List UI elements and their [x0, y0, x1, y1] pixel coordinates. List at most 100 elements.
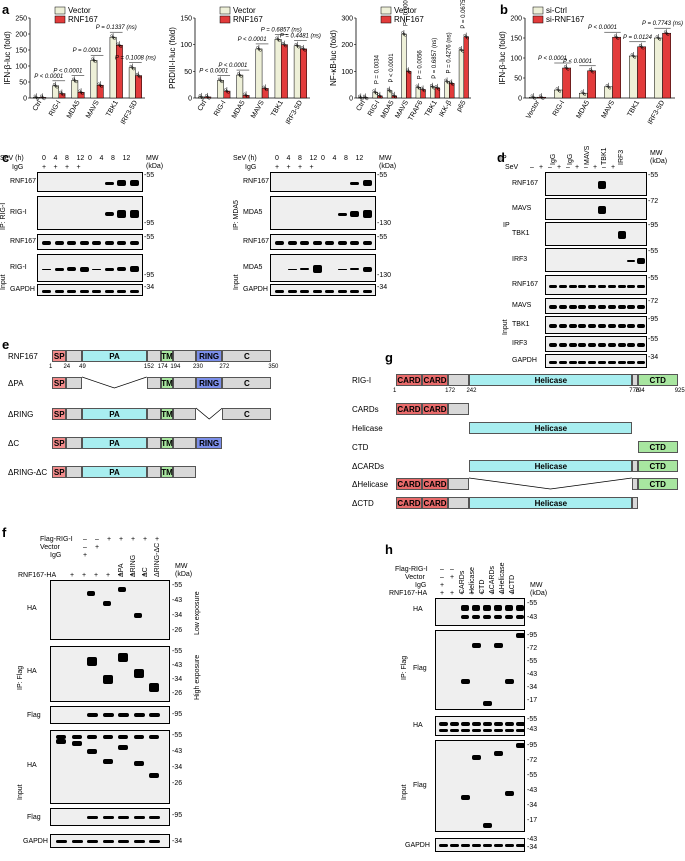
category-label: MDA5: [575, 99, 591, 119]
input-label: Input: [17, 784, 24, 800]
domain-grey: [173, 377, 196, 389]
p-value: P < 0.0001: [199, 68, 228, 74]
position-label: 24: [63, 364, 71, 370]
mw-value: -55: [144, 234, 155, 241]
rnf-sign: +: [130, 572, 135, 579]
y-axis-label: PRDIII-I-luc (fold): [168, 27, 177, 89]
bar: [662, 32, 671, 99]
domain-grey: [448, 403, 470, 415]
data-point: [452, 83, 455, 87]
band: [472, 755, 481, 760]
band: [79, 289, 89, 293]
category-label: MDA5: [231, 99, 247, 119]
vector-sign: +: [450, 574, 455, 581]
domain-helicase: Helicase: [469, 497, 633, 509]
band: [568, 343, 577, 347]
mw-value: -17: [527, 697, 538, 704]
mw-value: -34: [527, 684, 538, 691]
position-label: 230: [192, 364, 203, 370]
domain-grey: [66, 350, 83, 362]
data-point: [633, 56, 637, 59]
bar: [281, 44, 288, 99]
igg-sign: +: [440, 582, 445, 589]
domain-grey: [632, 460, 638, 472]
band: [117, 210, 126, 218]
data-point: [132, 67, 135, 71]
side-input: Input: [502, 319, 509, 335]
data-point: [276, 38, 280, 41]
bar: [654, 37, 663, 99]
band: [494, 722, 503, 726]
band: [87, 816, 98, 819]
flag-sign: +: [131, 536, 136, 543]
band: [133, 735, 144, 739]
data-point: [655, 35, 659, 38]
data-point: [283, 43, 286, 46]
band: [494, 643, 503, 648]
data-point: [294, 43, 297, 46]
band: [627, 305, 636, 309]
bar: [463, 36, 469, 99]
data-point: [666, 33, 670, 36]
domain-grey: [632, 497, 638, 509]
rnf-sign: +: [480, 590, 485, 597]
row-label: HA: [27, 762, 37, 769]
exposure-high: High exposure: [194, 654, 201, 700]
data-point: [297, 46, 300, 49]
band: [483, 605, 491, 611]
position-label: 174: [157, 364, 168, 370]
data-point: [100, 85, 103, 88]
band: [598, 284, 606, 288]
band: [275, 289, 284, 293]
sev-time: 4: [332, 155, 337, 162]
data-point: [91, 57, 94, 60]
mw-value: -43: [527, 614, 538, 621]
band: [439, 722, 448, 726]
band: [607, 284, 616, 288]
domain-card: CARD: [421, 497, 449, 509]
band: [133, 816, 145, 819]
domain-helicase: Helicase: [469, 422, 633, 434]
sev-sign: –: [584, 164, 588, 171]
domain-grey: [448, 374, 470, 386]
chart-sirna: 0 50 100 150 200 IFN-β-luc (fold) Vector RIG-I M…: [498, 6, 683, 126]
data-point: [407, 70, 410, 73]
data-point: [41, 96, 44, 99]
row-label: RNF167: [512, 281, 539, 288]
construct-label: Helicase: [352, 424, 383, 433]
col-header: ΔRING: [130, 554, 137, 577]
domain-tm: TM: [160, 466, 174, 478]
domain-sp: SP: [52, 350, 67, 362]
band: [607, 343, 616, 347]
data-point: [640, 45, 643, 48]
rnf-sign: +: [440, 590, 445, 597]
mw-value: -43: [172, 597, 183, 604]
band: [133, 840, 145, 843]
data-point: [220, 80, 224, 84]
band: [350, 289, 359, 293]
igg-sign: +: [286, 164, 291, 171]
blot-right-1: [270, 196, 376, 230]
blot-d-6: [545, 316, 647, 334]
position-label: 1: [49, 364, 53, 370]
mw-label: MW: [650, 150, 663, 157]
category-label: RIG-I: [213, 99, 227, 117]
category-label: RIG-I: [367, 99, 381, 117]
band: [637, 284, 646, 288]
band: [42, 268, 51, 270]
blot-d-1: [545, 198, 647, 220]
band: [102, 675, 113, 684]
rnf-sign: +: [70, 572, 75, 579]
band: [102, 840, 114, 843]
band: [439, 844, 448, 847]
deletion-line: [82, 376, 147, 389]
band: [637, 258, 646, 264]
data-point: [256, 46, 259, 49]
domain-grey: [173, 350, 196, 362]
sev-time: 12: [309, 155, 318, 162]
construct-label: CTD: [352, 443, 369, 452]
data-point: [135, 72, 139, 76]
deletion-line: [469, 477, 633, 490]
band: [87, 840, 98, 843]
band: [54, 241, 64, 245]
